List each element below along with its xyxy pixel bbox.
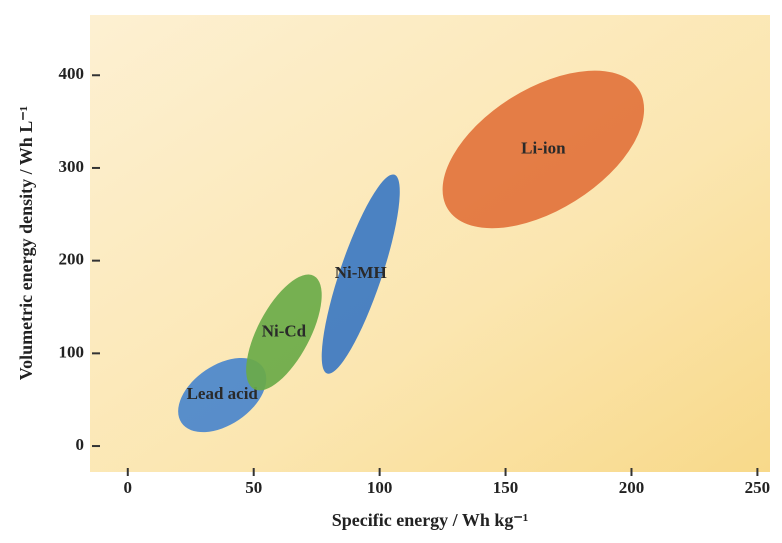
x-tick-label: 150 [493, 478, 519, 497]
x-tick-label: 250 [745, 478, 771, 497]
y-axis-label: Volumetric energy density / Wh L⁻¹ [16, 106, 36, 380]
region-label: Lead acid [187, 384, 259, 403]
y-tick-label: 400 [59, 64, 85, 83]
region [442, 70, 645, 229]
x-tick-label: 100 [367, 478, 393, 497]
y-tick-label: 300 [59, 157, 85, 176]
plot-area: Lead acid Ni-Cd Ni-MH Li-ion [178, 70, 645, 433]
region-label: Ni-Cd [262, 321, 307, 340]
y-tick-label: 100 [59, 342, 85, 361]
x-axis-label: Specific energy / Wh kg⁻¹ [332, 510, 529, 530]
x-tick-label: 50 [245, 478, 262, 497]
region-label: Li-ion [521, 138, 566, 157]
y-tick-label: 200 [59, 250, 85, 269]
region-label: Ni-MH [335, 263, 387, 282]
x-tick-label: 0 [124, 478, 133, 497]
region [178, 357, 267, 433]
y-tick-label: 0 [76, 435, 85, 454]
region [321, 174, 400, 374]
x-tick-label: 200 [619, 478, 645, 497]
region [246, 274, 322, 391]
